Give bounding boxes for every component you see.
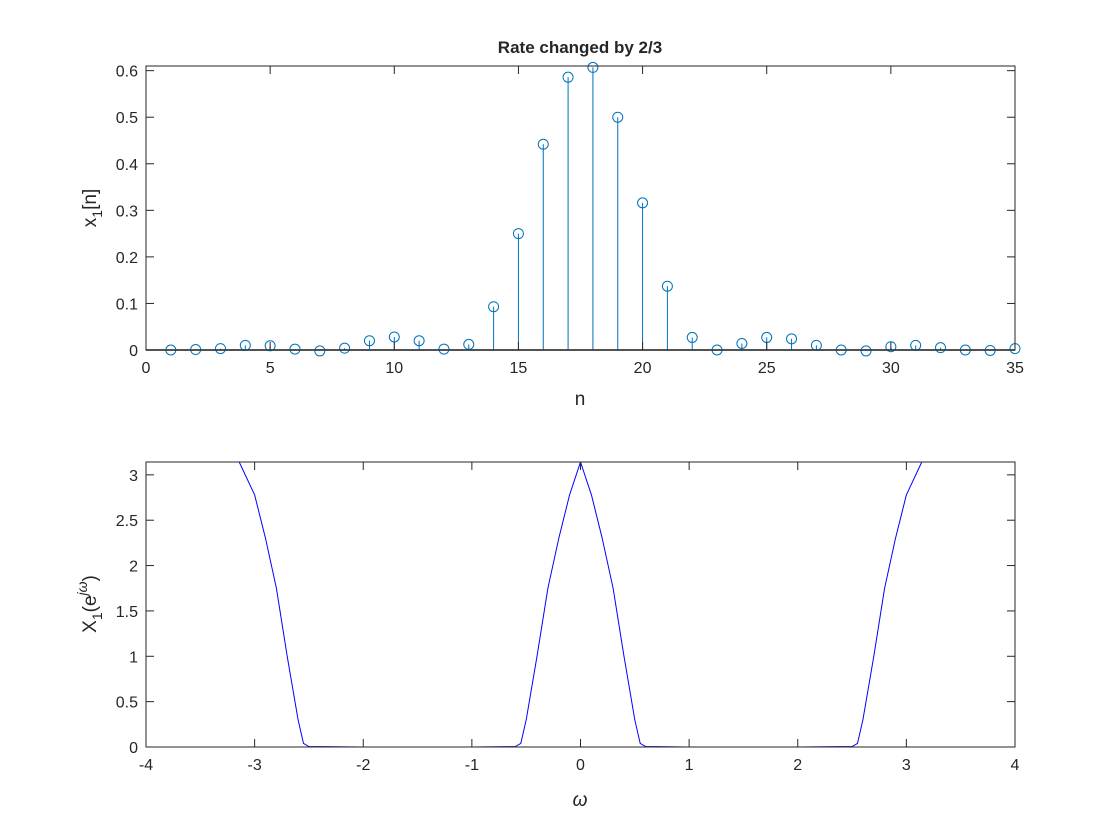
stem-marker — [860, 345, 872, 357]
p2-y-tick-label: 1.5 — [116, 604, 138, 621]
stem-marker — [314, 345, 326, 357]
stem-marker — [264, 340, 276, 352]
p1-x-tick-label: 20 — [634, 360, 652, 377]
stem-plot-axes-box — [145, 65, 1016, 351]
p1-x-tick-label: 35 — [1006, 360, 1024, 377]
stem-marker — [661, 280, 673, 292]
stem-marker — [587, 61, 599, 73]
p2-x-tick-label: -1 — [465, 757, 479, 774]
p2-x-tick-label: 2 — [793, 757, 802, 774]
stem-marker — [637, 197, 649, 209]
stem-marker — [488, 301, 500, 313]
stem-marker — [512, 228, 524, 240]
stem-marker — [686, 331, 698, 343]
omega-axis-label: ω — [573, 790, 588, 811]
stem-marker — [388, 331, 400, 343]
stem-marker — [214, 343, 226, 355]
magnitude-plot-ticks: -4 -3 -2 -1 0 1 2 3 4 0 0.5 1 1.5 2 2.5 3 — [116, 462, 1020, 774]
stem-plot-ticks: 0 5 10 15 20 25 30 35 0 0.1 0.2 0.3 0.4 0.5 0.6 — [116, 64, 1024, 377]
stem-marker — [537, 138, 549, 150]
stem-marker — [289, 343, 301, 355]
p1-y-tick-label: 0.4 — [116, 157, 138, 174]
p2-y-tick-label: 2 — [129, 559, 138, 576]
p1-y-tick-label: 0.6 — [116, 64, 138, 81]
magnitude-plot: -4 -3 -2 -1 0 1 2 3 4 0 0.5 1 1.5 2 2.5 3 ω X1(ejω) — [74, 461, 1020, 811]
p2-y-tick-label: 2.5 — [116, 513, 138, 530]
p1-y-tick-label: 0.3 — [116, 203, 138, 220]
p2-x-tick-label: 3 — [902, 757, 911, 774]
p2-x-tick-label: -4 — [139, 757, 153, 774]
p1-x-tick-label: 5 — [266, 360, 275, 377]
p1-y-tick-label: 0.2 — [116, 250, 138, 267]
stem-marker — [562, 71, 574, 83]
p1-x-tick-label: 30 — [882, 360, 900, 377]
stem-marker — [736, 337, 748, 349]
p1-x-tick-label: 15 — [510, 360, 528, 377]
magnitude-axis-label: X1(ejω) — [74, 575, 105, 633]
p2-x-tick-label: 4 — [1011, 757, 1020, 774]
stem-marker — [935, 342, 947, 354]
stem-marker — [438, 343, 450, 355]
stem-marker — [339, 342, 351, 354]
chart-title: Rate changed by 2/3 — [498, 38, 662, 57]
x-axis-label: n — [575, 389, 586, 410]
stem-marker — [463, 338, 475, 350]
p1-x-tick-label: 0 — [142, 360, 151, 377]
stem-plot: Rate changed by 2/3 0 5 10 15 20 25 30 35 0 0.1 0.… — [80, 38, 1024, 410]
p2-x-tick-label: 0 — [576, 757, 585, 774]
stem-marker — [413, 335, 425, 347]
p2-y-tick-label: 3 — [129, 468, 138, 485]
p1-y-tick-label: 0.1 — [116, 296, 138, 313]
p1-x-tick-label: 25 — [758, 360, 776, 377]
p2-y-tick-label: 0.5 — [116, 695, 138, 712]
p2-x-tick-label: -3 — [248, 757, 262, 774]
p2-x-tick-label: 1 — [685, 757, 694, 774]
p1-y-tick-label: 0.5 — [116, 110, 138, 127]
y-axis-label: x1[n] — [80, 189, 105, 227]
p2-y-tick-label: 0 — [129, 740, 138, 757]
p2-x-tick-label: -2 — [356, 757, 370, 774]
p2-y-tick-label: 1 — [129, 649, 138, 666]
stem-marker — [885, 341, 897, 353]
p1-y-tick-label: 0 — [129, 343, 138, 360]
stem-marker — [786, 333, 798, 345]
p1-x-tick-label: 10 — [385, 360, 403, 377]
stem-marker — [363, 335, 375, 347]
stem-marker — [612, 111, 624, 123]
